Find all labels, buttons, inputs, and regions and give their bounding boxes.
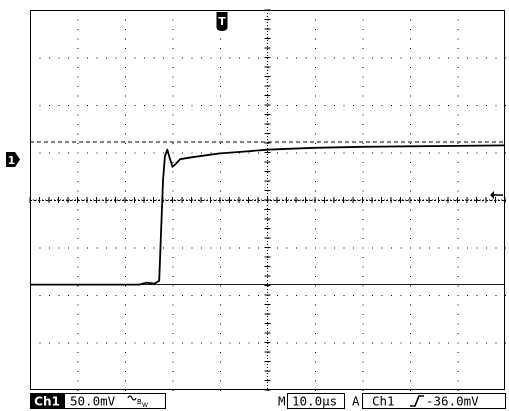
- waveform-trace-1: [30, 144, 506, 286]
- rising-edge-icon: [410, 395, 424, 407]
- timebase-value: 10.0µs: [292, 394, 337, 409]
- trigger-source-value: Ch1: [372, 394, 395, 409]
- bandwidth-limit-icon: B W: [127, 395, 148, 409]
- volts-per-div-value: 50.0mV: [70, 394, 116, 409]
- channel-1-ground-marker-icon[interactable]: 1: [6, 152, 20, 167]
- trigger-source-prefix: A: [352, 394, 360, 409]
- channel-badge[interactable]: [30, 393, 64, 409]
- channel-1-marker-label: 1: [8, 154, 16, 167]
- trigger-level-value: -36.0mV: [426, 394, 479, 409]
- channel-label: Ch1: [34, 395, 60, 409]
- svg-text:B: B: [137, 398, 142, 406]
- timebase-box[interactable]: [287, 393, 345, 409]
- timebase-prefix: M: [278, 394, 286, 409]
- trigger-level-arrow-icon[interactable]: [490, 191, 503, 199]
- trigger-position-marker-icon[interactable]: T: [216, 12, 228, 31]
- svg-text:W: W: [142, 402, 148, 409]
- status-bar: Ch1 50.0mV B W M 10.0µs A Ch1 -36.0mV: [30, 393, 506, 409]
- waveform-trace-layer: [30, 144, 506, 286]
- trigger-position-label: T: [218, 15, 226, 28]
- volts-per-div-box[interactable]: [64, 393, 166, 409]
- trigger-settings-box[interactable]: [362, 393, 506, 409]
